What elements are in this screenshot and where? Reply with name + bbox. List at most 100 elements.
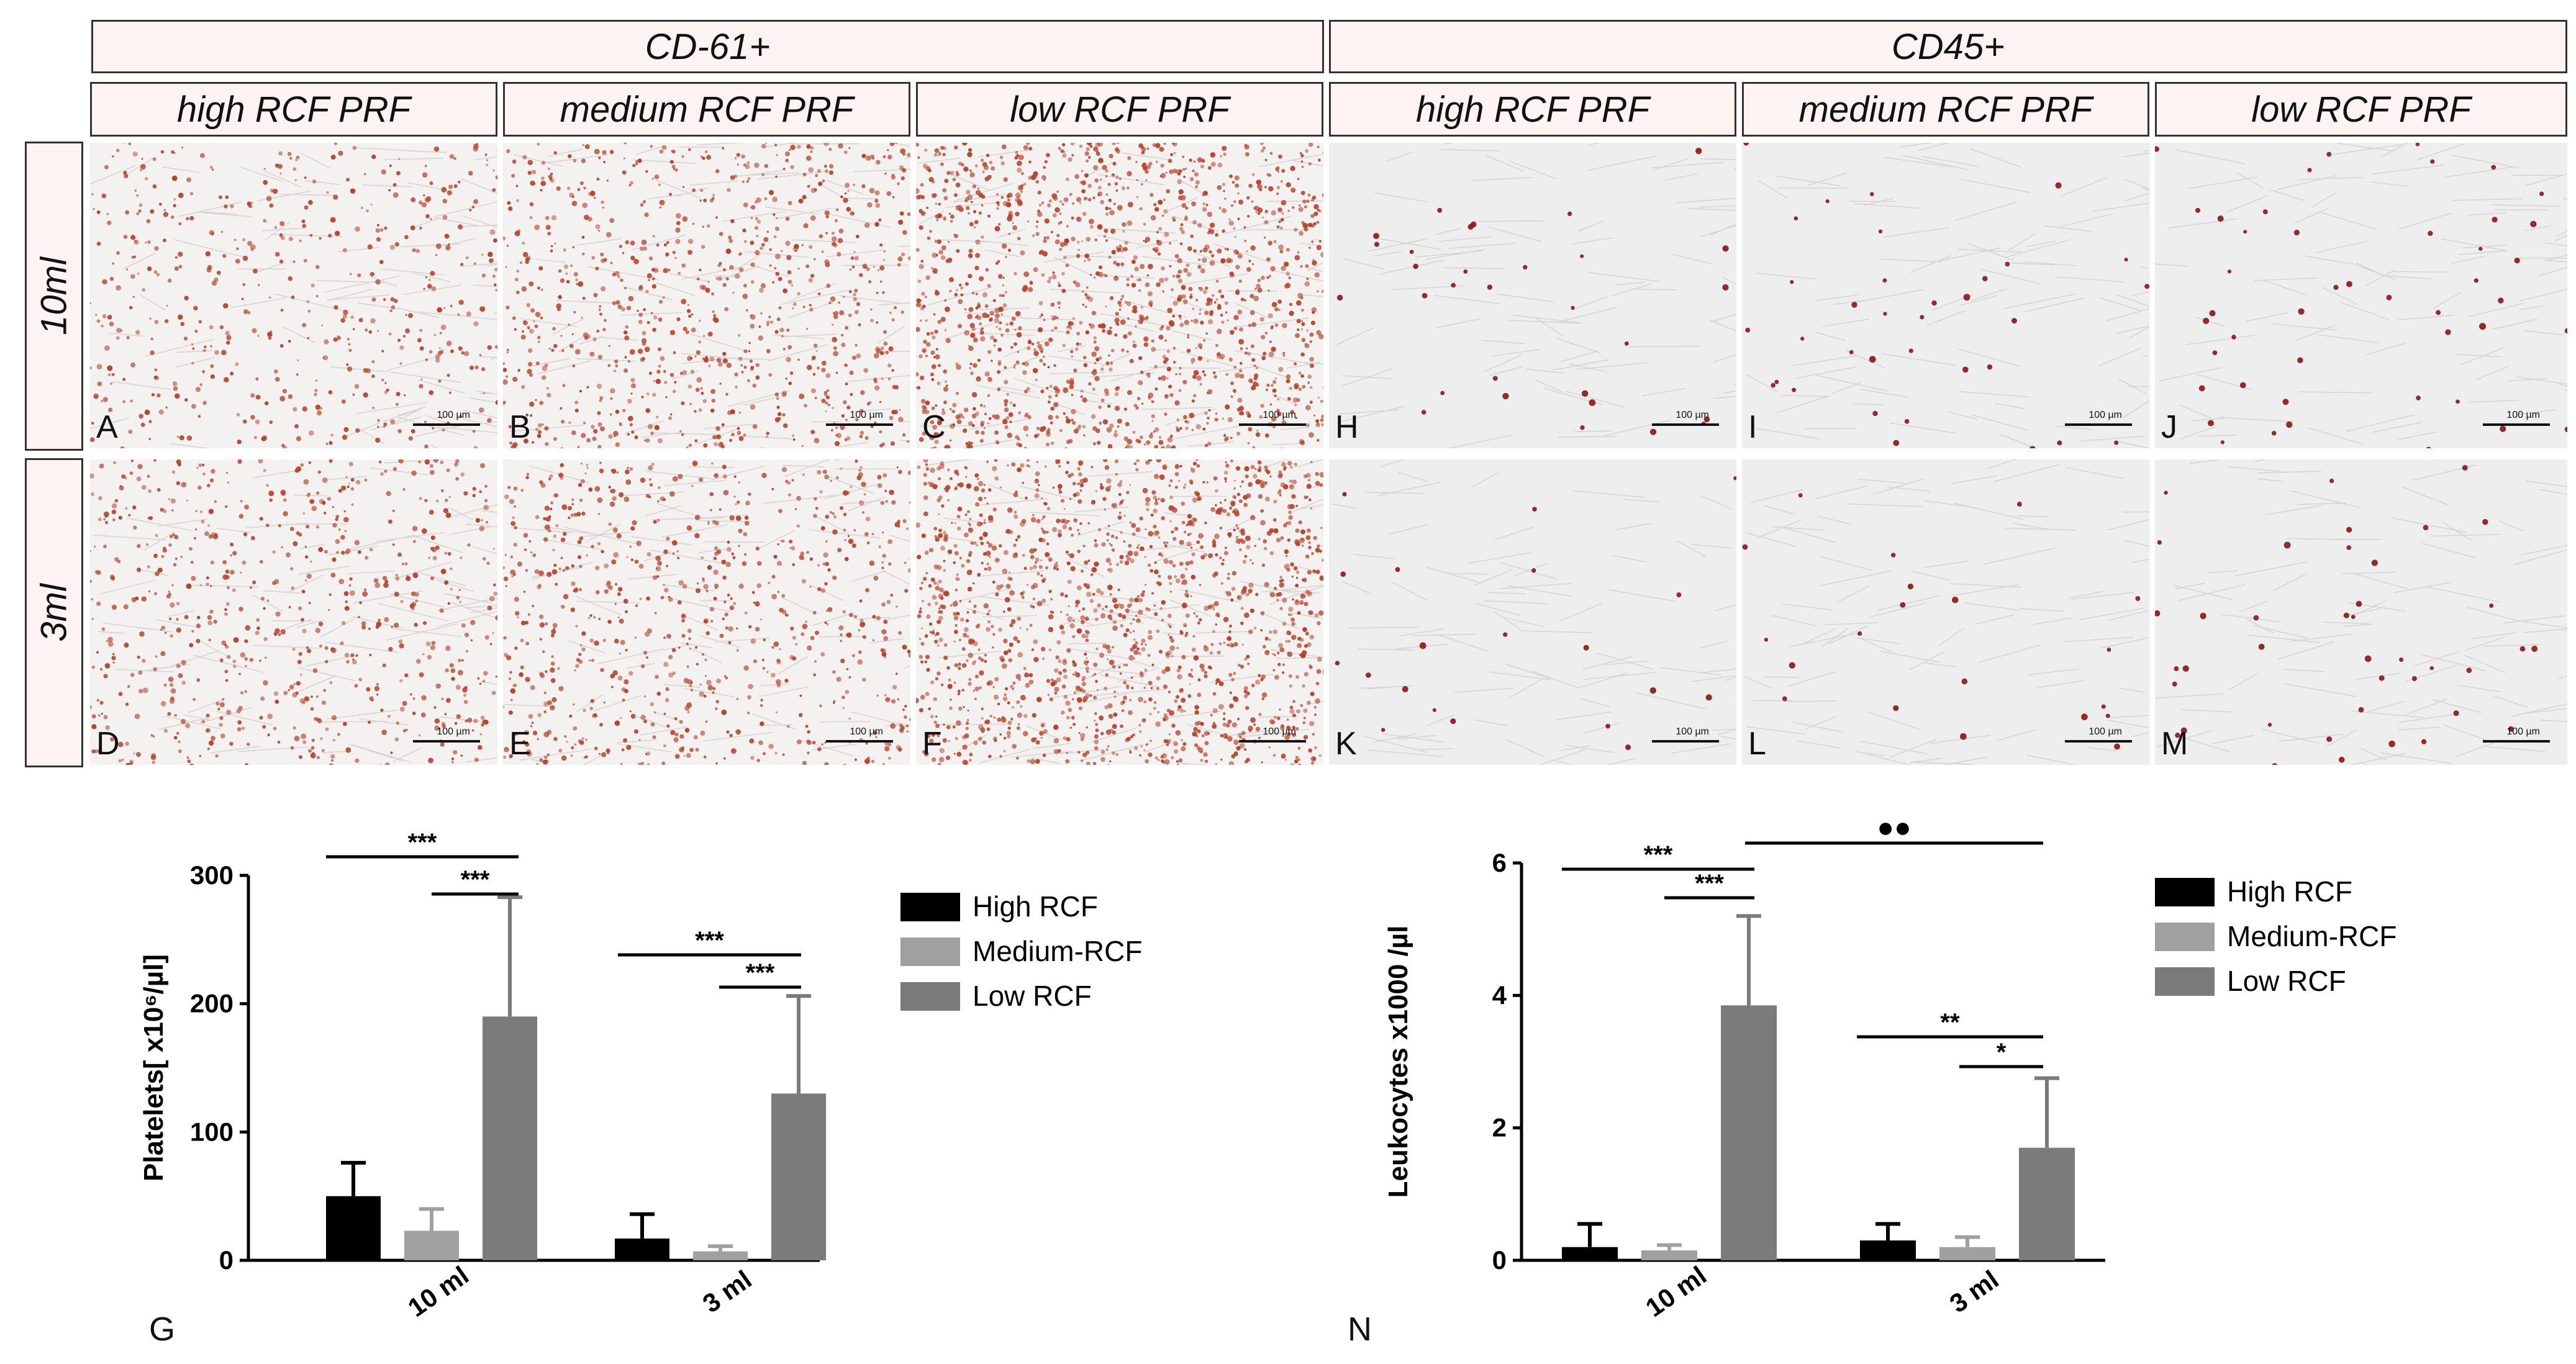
scale-bar-label: 100 µm	[437, 726, 470, 737]
column-header-label: medium RCF PRF	[560, 89, 854, 130]
row-label-10ml-text: 10ml	[34, 257, 75, 335]
column-header-label: low RCF PRF	[1010, 89, 1230, 130]
column-header-label: medium RCF PRF	[1798, 89, 2093, 130]
scale-bar	[1239, 423, 1306, 426]
scale-bar-label: 100 µm	[2088, 410, 2122, 420]
micrograph-panel: A 100 µm	[90, 143, 497, 448]
legend-swatch	[900, 937, 960, 966]
significance-marker: ***	[1644, 841, 1673, 869]
scale-bar	[413, 423, 480, 426]
legend-swatch	[900, 982, 960, 1011]
micrograph-panel: H 100 µm	[1329, 143, 1736, 448]
micrograph-image	[916, 459, 1323, 765]
bar	[1562, 1247, 1618, 1260]
bar	[1860, 1240, 1916, 1260]
significance-marker: ***	[695, 927, 724, 954]
column-header-3: low RCF PRF	[916, 82, 1323, 137]
legend-label: High RCF	[973, 890, 1098, 923]
scale-bar-label: 100 µm	[1676, 726, 1709, 737]
group-header-cd45-label: CD45+	[1891, 26, 2005, 67]
scale-bar-label: 100 µm	[850, 726, 883, 737]
micrograph-panel: F 100 µm	[916, 459, 1323, 765]
legend-swatch	[2155, 878, 2215, 906]
row-label-3ml: 3ml	[25, 458, 83, 767]
micrograph-panel: M 100 µm	[2155, 459, 2567, 765]
micrograph-panel: K 100 µm	[1329, 459, 1736, 765]
micrograph-image	[90, 459, 497, 765]
micrograph-image	[1329, 143, 1736, 448]
panel-letter: L	[1748, 726, 1766, 762]
micrograph-panel: I 100 µm	[1742, 143, 2149, 448]
scale-bar-label: 100 µm	[2506, 410, 2540, 420]
panel-letter: B	[509, 409, 531, 445]
panel-letter: I	[1748, 409, 1757, 445]
legend-label: High RCF	[2227, 875, 2352, 908]
panel-letter: A	[96, 409, 118, 445]
legend-label: Medium-RCF	[2227, 920, 2397, 952]
micrograph-image	[503, 143, 910, 448]
scale-bar	[2483, 423, 2550, 426]
x-tick-label: 3 ml	[1944, 1265, 2004, 1319]
y-axis-label: Platelets[ x10⁶/µl]	[138, 954, 169, 1181]
scale-bar	[413, 740, 480, 743]
column-header-label: high RCF PRF	[1415, 89, 1650, 130]
bar	[2019, 1147, 2075, 1260]
micrograph-panel: J 100 µm	[2155, 143, 2567, 448]
scale-bar	[1652, 740, 1719, 743]
micrograph-image	[916, 143, 1323, 448]
chart-leukocytes: 0 2 4 6 Leukocytes x1000 /µl 10 ml 3 ml *** *** ●…	[1354, 788, 2565, 1347]
significance-marker: ***	[746, 959, 775, 987]
group-header-cd61: CD-61+	[91, 20, 1324, 73]
scale-bar-label: 100 µm	[437, 410, 470, 420]
scale-bar-label: 100 µm	[850, 410, 883, 420]
scale-bar	[2065, 740, 2132, 743]
micrograph-image	[2155, 459, 2567, 765]
panel-letter: D	[96, 726, 120, 762]
column-header-label: high RCF PRF	[176, 89, 411, 130]
micrograph-image	[503, 459, 910, 765]
bar	[771, 1093, 826, 1260]
panel-letter: K	[1335, 726, 1357, 762]
column-header-label: low RCF PRF	[2251, 89, 2471, 130]
micrograph-image	[2155, 143, 2567, 448]
micrograph-panel: E 100 µm	[503, 459, 910, 765]
scale-bar-label: 100 µm	[1676, 410, 1709, 420]
legend-label: Low RCF	[973, 980, 1092, 1012]
group-header-cd45: CD45+	[1329, 20, 2567, 73]
scale-bar	[826, 740, 893, 743]
significance-marker: ***	[1695, 870, 1724, 897]
row-label-10ml: 10ml	[25, 142, 83, 451]
column-header-5: medium RCF PRF	[1742, 82, 2149, 137]
y-tick-label: 300	[190, 860, 234, 890]
panel-label-g: G	[149, 1311, 176, 1348]
panel-letter: C	[922, 409, 946, 445]
y-tick-label: 200	[190, 989, 234, 1018]
x-tick-label: 10 ml	[1640, 1260, 1712, 1322]
column-header-1: high RCF PRF	[90, 82, 497, 137]
bar	[1721, 1005, 1777, 1260]
scale-bar-label: 100 µm	[1263, 410, 1296, 420]
y-tick-label: 4	[1492, 980, 1507, 1009]
bar	[483, 1016, 537, 1260]
y-tick-label: 0	[219, 1245, 234, 1275]
chart-platelets-svg: 0 100 200 300 Platelets[ x10⁶/µl] 10 ml 3 ml **…	[138, 829, 1142, 1322]
bar	[404, 1231, 459, 1260]
micrograph-image	[1742, 459, 2149, 765]
legend-label: Low RCF	[2227, 965, 2346, 997]
legend-swatch	[2155, 923, 2215, 951]
panel-letter: J	[2161, 409, 2177, 445]
panel-letter: F	[922, 726, 942, 762]
legend-label: Medium-RCF	[973, 935, 1142, 967]
scale-bar	[826, 423, 893, 426]
y-tick-label: 2	[1492, 1113, 1507, 1142]
y-tick-label: 100	[190, 1117, 234, 1146]
micrograph-panel: L 100 µm	[1742, 459, 2149, 765]
bar	[326, 1196, 381, 1260]
column-header-6: low RCF PRF	[2155, 82, 2567, 137]
x-tick-label: 3 ml	[697, 1265, 757, 1319]
scale-bar-label: 100 µm	[2506, 726, 2540, 737]
bar	[693, 1251, 748, 1260]
panel-label-n: N	[1348, 1311, 1372, 1348]
micrograph-image	[1742, 143, 2149, 448]
micrograph-panel: C 100 µm	[916, 143, 1323, 448]
